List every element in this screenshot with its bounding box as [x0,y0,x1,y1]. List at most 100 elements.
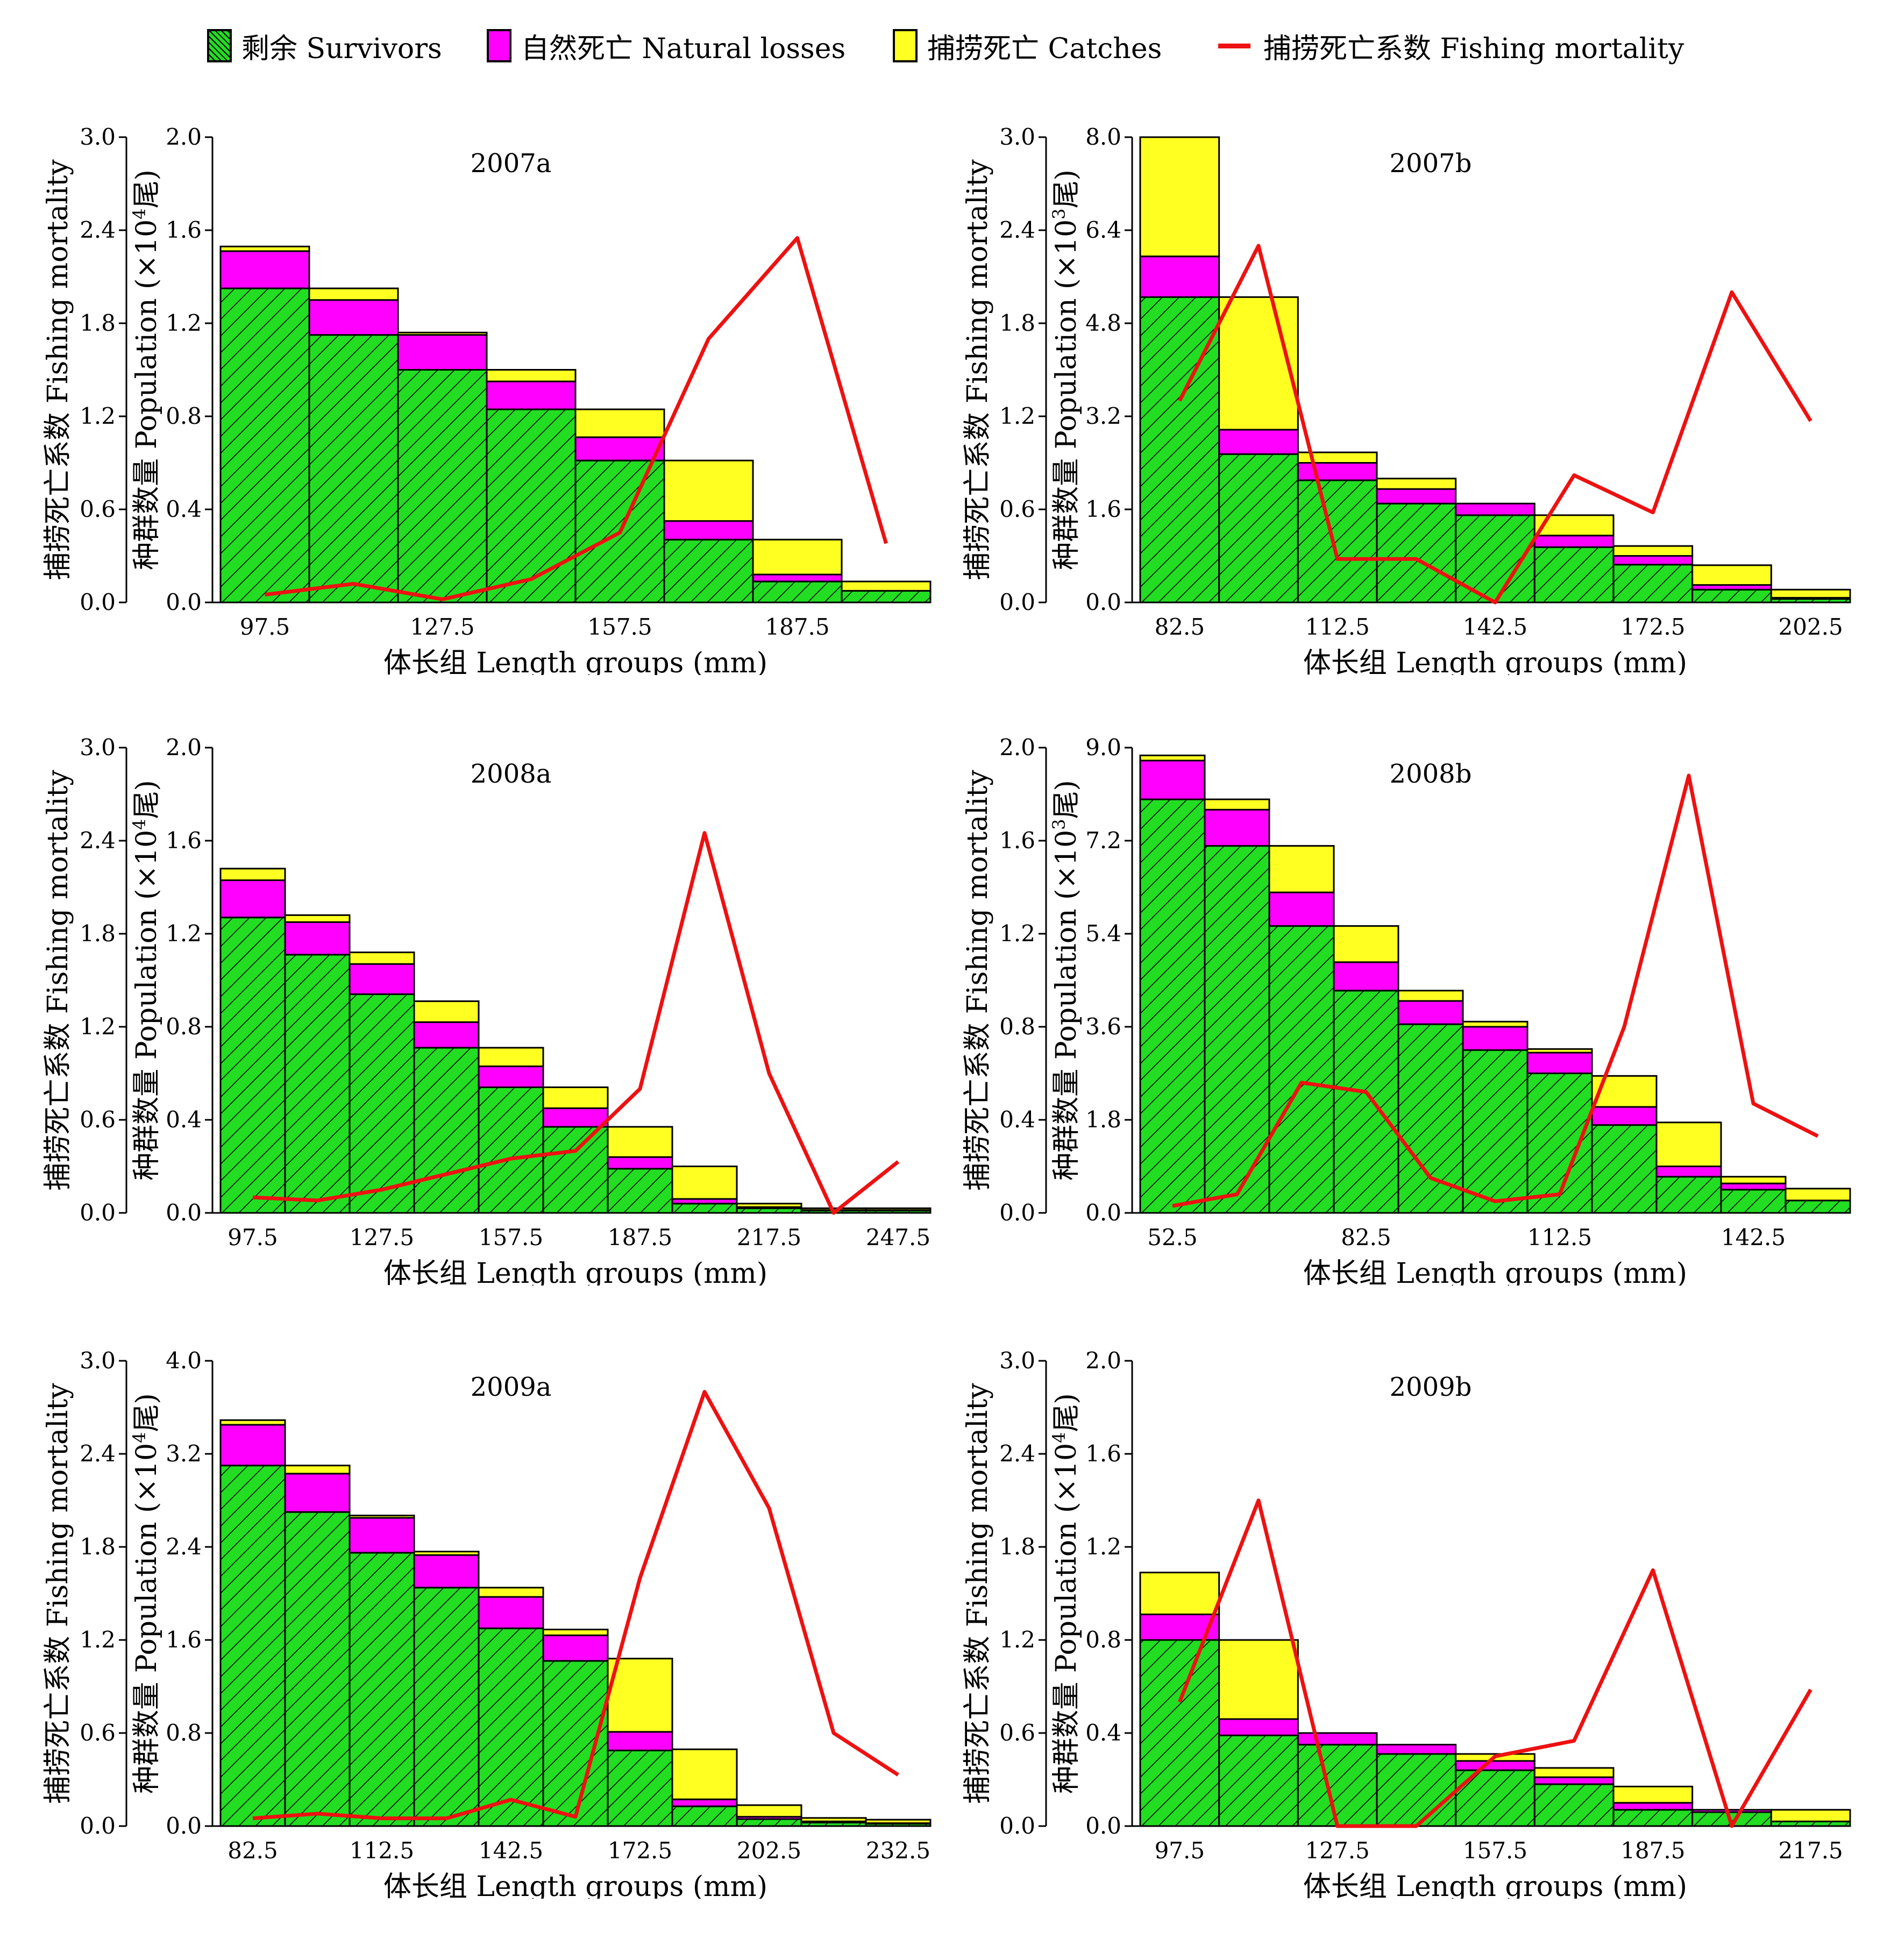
bar-natural-losses [1720,1182,1787,1191]
bar-catches [1785,1188,1851,1202]
y-axis-label-population-suffix: 尾) [1050,780,1083,819]
ytick-label-fishing: 0.6 [999,1720,1035,1746]
bar-natural-losses [574,436,665,461]
ytick-label-fishing: 1.8 [80,920,116,947]
ytick-label-population: 7.2 [1085,827,1121,854]
bar-survivors [671,1203,738,1214]
y-axis-label-fishing: 捕捞死亡系数 Fishing mortality [962,770,994,1191]
bar-survivors [1218,1734,1299,1827]
xtick-label: 82.5 [1155,614,1205,640]
ytick-label-population: 0.8 [166,1013,202,1040]
bar-catches [284,1465,351,1475]
y-axis-label-population-exponent: 4 [129,208,150,219]
xtick-label: 232.5 [866,1837,930,1864]
fishing-mortality-line [265,236,888,601]
xtick-label: 157.5 [479,1224,543,1251]
bar-survivors [841,590,932,603]
bar-survivors [1655,1176,1722,1214]
x-axis-label: 体长组 Length groups (mm) [383,647,767,675]
bar-natural-losses [1691,1809,1772,1813]
ytick-label-population: 0.0 [1085,589,1121,615]
y-axis-label-population-prefix: 种群数量 Population (×10 [131,1443,163,1794]
ytick-label-population: 0.8 [1085,1627,1121,1653]
y-axis-label-population: 种群数量 Population (×104尾) [129,780,163,1181]
ytick-label-population: 2.0 [166,734,202,761]
bar-catches [1139,754,1206,762]
chart-svg-2009b: 0.0 0.6 1.2 1.8 2.4 3.0 0.0 0.4 0.8 1.2 1.6 2.0 97.5… [962,1347,1851,1899]
ytick-label-fishing: 1.8 [999,310,1035,336]
xtick-label: 142.5 [1721,1224,1786,1251]
ytick-label-fishing: 1.8 [999,1533,1035,1560]
bar-natural-losses [219,250,310,289]
y-axis-label-fishing: 捕捞死亡系数 Fishing mortality [42,159,74,580]
bar-survivors [1533,546,1615,603]
bar-natural-losses [1533,1776,1615,1785]
bar-natural-losses [1333,961,1399,992]
bar-survivors [219,917,286,1214]
bar-survivors [284,954,351,1214]
bar-catches [1204,798,1270,811]
bar-survivors [1297,479,1378,603]
bar-natural-losses [397,334,488,371]
y-axis-label-population-suffix: 尾) [131,169,163,208]
ytick-label-fishing: 1.2 [999,920,1035,947]
chart-svg-2008b: 0.0 0.4 0.8 1.2 1.6 2.0 0.0 1.8 3.6 5.4 7.2 9.0 52.5… [962,734,1851,1286]
y-axis-label-population-exponent: 3 [1049,208,1069,219]
ytick-label-population: 0.4 [1085,1720,1121,1746]
bar-catches [736,1804,802,1818]
panel-title: 2007b [1390,148,1472,179]
chart-panel-2008b: 0.0 0.4 0.8 1.2 1.6 2.0 0.0 1.8 3.6 5.4 7.2 9.0 52.5… [947,705,1861,1286]
fishing-mortality-line [1178,244,1812,605]
ytick-label-fishing: 0.0 [80,1813,116,1839]
ytick-label-population: 1.6 [166,217,202,243]
bar-survivors [486,408,577,603]
bar-natural-losses [1218,1718,1299,1736]
bar-natural-losses [1397,1000,1464,1025]
panel-title: 2009a [471,1372,552,1402]
chart-svg-2007b: 0.0 0.6 1.2 1.8 2.4 3.0 0.0 1.6 3.2 4.8 6.4 8.0 82.5… [962,124,1851,675]
xtick-label: 127.5 [350,1224,414,1251]
bar-catches [1218,296,1299,431]
bar-catches [1462,1020,1529,1028]
bar-catches [1333,925,1399,963]
bar-catches [1770,588,1851,599]
bar-natural-losses [1139,255,1220,298]
legend-catches: 捕捞死亡 Catches [893,24,1162,67]
bar-survivors [1612,1809,1694,1827]
bar-survivors [1297,1744,1378,1827]
ytick-label-population: 1.6 [166,1627,202,1653]
bar-catches [1526,1048,1593,1054]
bar-catches [349,1515,415,1519]
bar-natural-losses [663,520,754,541]
bar-natural-losses [1591,1106,1658,1126]
legend-catches-label: 捕捞死亡 Catches [927,32,1162,65]
bar-natural-losses [542,1107,609,1128]
bar-natural-losses [1297,462,1378,481]
bar-catches [349,951,415,965]
chart-panel-2009a: 0.0 0.6 1.2 1.8 2.4 3.0 0.0 0.8 1.6 2.4 3.2 4.0 82.5… [27,1318,941,1899]
bar-catches [542,1629,609,1636]
x-axis-label: 体长组 Length groups (mm) [383,1258,767,1286]
bar-natural-losses [284,1473,351,1513]
bar-catches [413,1551,480,1556]
y-axis-label-population-prefix: 种群数量 Population (×10 [1050,1443,1083,1794]
ytick-label-fishing: 3.0 [80,124,116,150]
legend-survivors-label: 剩余 Survivors [241,32,442,65]
ytick-label-fishing: 0.6 [80,496,116,522]
bar-natural-losses [219,879,286,919]
bar-catches [1139,136,1220,258]
ytick-label-fishing: 2.4 [80,217,116,243]
bar-survivors [349,1552,415,1827]
y-axis-label-population-prefix: 种群数量 Population (×10 [1050,219,1083,570]
y-axis-label-population: 种群数量 Population (×103尾) [1049,780,1083,1181]
bar-survivors [308,334,399,603]
bar-survivors [1333,990,1399,1214]
legend-fishing-line [1218,43,1250,48]
bar-survivors [397,369,488,603]
bar-survivors [1785,1199,1851,1214]
ytick-label-fishing: 1.2 [999,1627,1035,1653]
xtick-label: 157.5 [587,614,652,640]
legend-natural-swatch [487,29,511,62]
bar-natural-losses [308,299,399,336]
ytick-label-fishing: 2.4 [999,217,1035,243]
